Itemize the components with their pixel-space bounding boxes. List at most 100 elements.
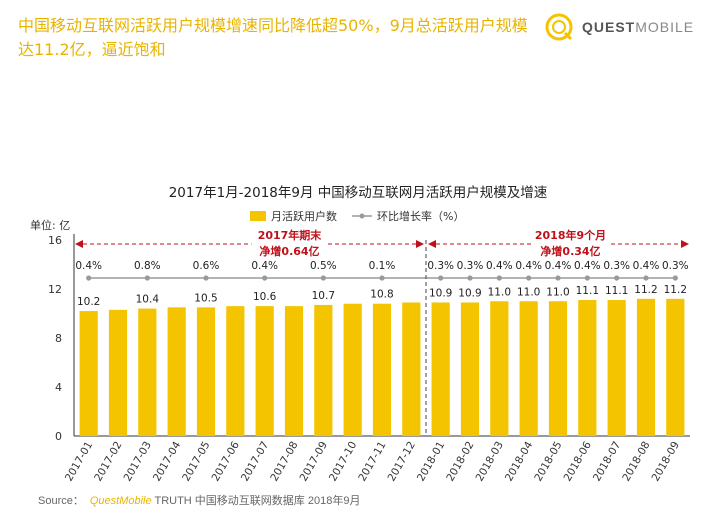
growth-rate-label: 0.4% bbox=[574, 260, 601, 272]
growth-rate-point bbox=[203, 275, 209, 281]
x-tick-label: 2018-01 bbox=[415, 440, 447, 484]
x-tick-label: 2017-12 bbox=[386, 440, 418, 484]
bar bbox=[431, 302, 450, 436]
bar-value-label: 10.2 bbox=[77, 296, 100, 308]
questmobile-logo-icon bbox=[545, 13, 573, 41]
bar bbox=[343, 303, 362, 436]
bar-value-label: 11.0 bbox=[488, 286, 511, 298]
growth-rate-point bbox=[262, 275, 268, 281]
bar-value-label: 10.8 bbox=[370, 289, 393, 301]
bar bbox=[226, 306, 245, 436]
growth-rate-point bbox=[496, 275, 502, 281]
growth-rate-label: 0.4% bbox=[545, 260, 572, 272]
growth-rate-label: 0.4% bbox=[251, 260, 278, 272]
annotation-line1: 2018年9个月 bbox=[535, 228, 606, 242]
bar-value-label: 10.4 bbox=[136, 294, 160, 306]
bar bbox=[138, 308, 157, 436]
bar bbox=[79, 311, 98, 436]
growth-rate-label: 0.3% bbox=[603, 260, 630, 272]
source-note: Source： QuestMobile TRUTH 中国移动互联网数据库 2018… bbox=[38, 492, 360, 508]
bar bbox=[607, 300, 626, 436]
x-tick-label: 2017-03 bbox=[122, 440, 154, 484]
bar bbox=[578, 300, 597, 436]
bar bbox=[636, 298, 656, 436]
x-tick-label: 2017-01 bbox=[63, 440, 95, 484]
x-tick-label: 2018-03 bbox=[474, 440, 506, 484]
x-tick-label: 2018-08 bbox=[620, 440, 652, 484]
bar bbox=[372, 303, 392, 436]
source-brand: QuestMobile bbox=[89, 495, 152, 507]
legend-bar-label: 月活跃用户数 bbox=[271, 209, 337, 223]
growth-rate-point bbox=[320, 275, 326, 281]
x-tick-label: 2017-08 bbox=[268, 440, 300, 484]
annotation-bg bbox=[532, 226, 609, 260]
growth-rate-label: 0.3% bbox=[457, 260, 484, 272]
growth-rate-label: 0.4% bbox=[75, 260, 102, 272]
x-tick-label: 2017-11 bbox=[356, 440, 388, 484]
bar-value-label: 10.9 bbox=[458, 287, 481, 299]
growth-rate-point bbox=[379, 275, 385, 281]
growth-rate-point bbox=[526, 275, 532, 281]
legend-bar-swatch bbox=[250, 211, 266, 221]
x-tick-label: 2018-05 bbox=[532, 440, 564, 484]
y-tick-label: 4 bbox=[55, 381, 62, 394]
y-tick-label: 8 bbox=[55, 332, 62, 345]
bar-value-label: 10.7 bbox=[312, 290, 335, 302]
growth-rate-point bbox=[672, 275, 678, 281]
growth-rate-point bbox=[614, 275, 620, 281]
logo-mobile-text: MOBILE bbox=[635, 19, 695, 35]
bar bbox=[314, 304, 333, 436]
growth-rate-point bbox=[555, 275, 561, 281]
bar bbox=[167, 307, 186, 436]
growth-rate-point bbox=[584, 275, 590, 281]
bar bbox=[666, 298, 685, 436]
growth-rate-label: 0.3% bbox=[662, 260, 689, 272]
bar bbox=[490, 301, 509, 436]
x-tick-label: 2017-09 bbox=[298, 440, 330, 484]
x-tick-label: 2017-04 bbox=[151, 439, 183, 483]
annotation-line2: 净增0.64亿 bbox=[259, 244, 319, 258]
growth-rate-point bbox=[144, 275, 150, 281]
bar bbox=[255, 306, 274, 436]
growth-rate-point bbox=[467, 275, 473, 281]
growth-rate-point bbox=[643, 275, 649, 281]
x-tick-label: 2018-09 bbox=[650, 440, 682, 484]
bar-value-label: 11.1 bbox=[576, 285, 599, 297]
bar bbox=[460, 302, 480, 436]
legend-line-marker bbox=[359, 213, 365, 219]
bar-value-label: 11.2 bbox=[664, 284, 687, 296]
bar-value-label: 11.0 bbox=[517, 286, 540, 298]
growth-rate-label: 0.1% bbox=[369, 260, 396, 272]
bar bbox=[284, 306, 304, 436]
x-tick-label: 2018-02 bbox=[444, 440, 476, 484]
annotation-line1: 2017年期末 bbox=[258, 228, 323, 242]
bar-value-label: 11.1 bbox=[605, 285, 628, 297]
x-tick-label: 2018-06 bbox=[562, 439, 594, 483]
legend-line-label: 环比增长率（%） bbox=[377, 209, 464, 223]
x-tick-label: 2018-07 bbox=[591, 440, 623, 484]
bar-value-label: 10.6 bbox=[253, 291, 277, 303]
bar bbox=[196, 307, 216, 436]
logo-quest-text: QUEST bbox=[582, 19, 636, 35]
x-tick-label: 2017-05 bbox=[180, 440, 212, 484]
annotation-bg bbox=[251, 226, 328, 260]
bar-value-label: 10.9 bbox=[429, 287, 452, 299]
bar bbox=[548, 301, 568, 436]
bar bbox=[519, 301, 538, 436]
y-unit-label: 单位: 亿 bbox=[30, 218, 70, 232]
y-tick-label: 12 bbox=[48, 283, 62, 296]
annotation-line2: 净增0.34亿 bbox=[540, 244, 600, 258]
bar-value-label: 10.5 bbox=[194, 292, 217, 304]
source-label: Source： bbox=[38, 495, 84, 507]
headline: 中国移动互联网活跃用户规模增速同比降低超50%，9月总活跃用户规模达11.2亿，… bbox=[18, 16, 528, 59]
bar-value-label: 11.0 bbox=[546, 286, 569, 298]
growth-rate-label: 0.5% bbox=[310, 260, 337, 272]
growth-rate-label: 0.4% bbox=[515, 260, 542, 272]
x-tick-label: 2017-10 bbox=[327, 440, 359, 484]
growth-rate-label: 0.4% bbox=[633, 260, 660, 272]
x-tick-label: 2017-02 bbox=[92, 440, 124, 484]
growth-rate-point bbox=[438, 275, 444, 281]
bar bbox=[108, 309, 128, 436]
y-tick-label: 16 bbox=[48, 234, 62, 247]
